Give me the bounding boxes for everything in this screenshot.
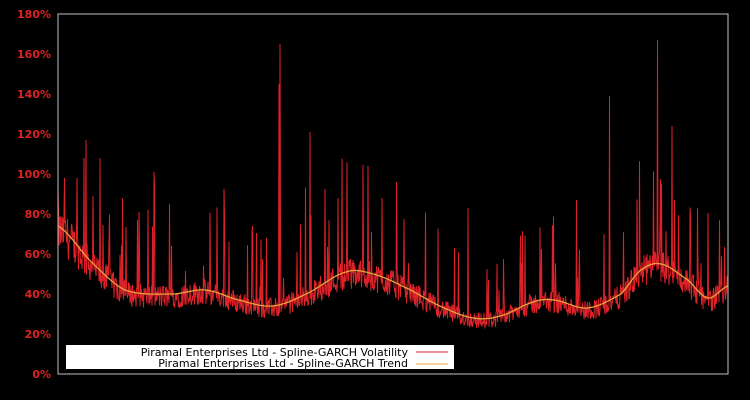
y-tick-label: 80% (25, 208, 51, 221)
y-tick-label: 60% (25, 248, 51, 261)
y-tick-label: 140% (17, 88, 51, 101)
y-tick-label: 40% (25, 288, 51, 301)
plot-frame (57, 13, 729, 375)
volatility-series-line (57, 39, 729, 329)
y-tick-label: 160% (17, 48, 51, 61)
y-tick-label: 0% (32, 368, 51, 381)
legend-label-trend: Piramal Enterprises Ltd - Spline-GARCH T… (158, 357, 408, 370)
trend-series-line (57, 225, 729, 320)
legend-box (66, 345, 454, 369)
y-tick-label: 120% (17, 128, 51, 141)
y-tick-label: 180% (17, 8, 51, 21)
legend: Piramal Enterprises Ltd - Spline-GARCH V… (66, 345, 454, 370)
plot-area (57, 39, 729, 329)
y-tick-label: 20% (25, 328, 51, 341)
y-tick-label: 100% (17, 168, 51, 181)
legend-label-volatility: Piramal Enterprises Ltd - Spline-GARCH V… (141, 346, 409, 359)
y-axis: 0% 20% 40% 60% 80% 100% 120% 140% 160% 180% (17, 8, 51, 381)
